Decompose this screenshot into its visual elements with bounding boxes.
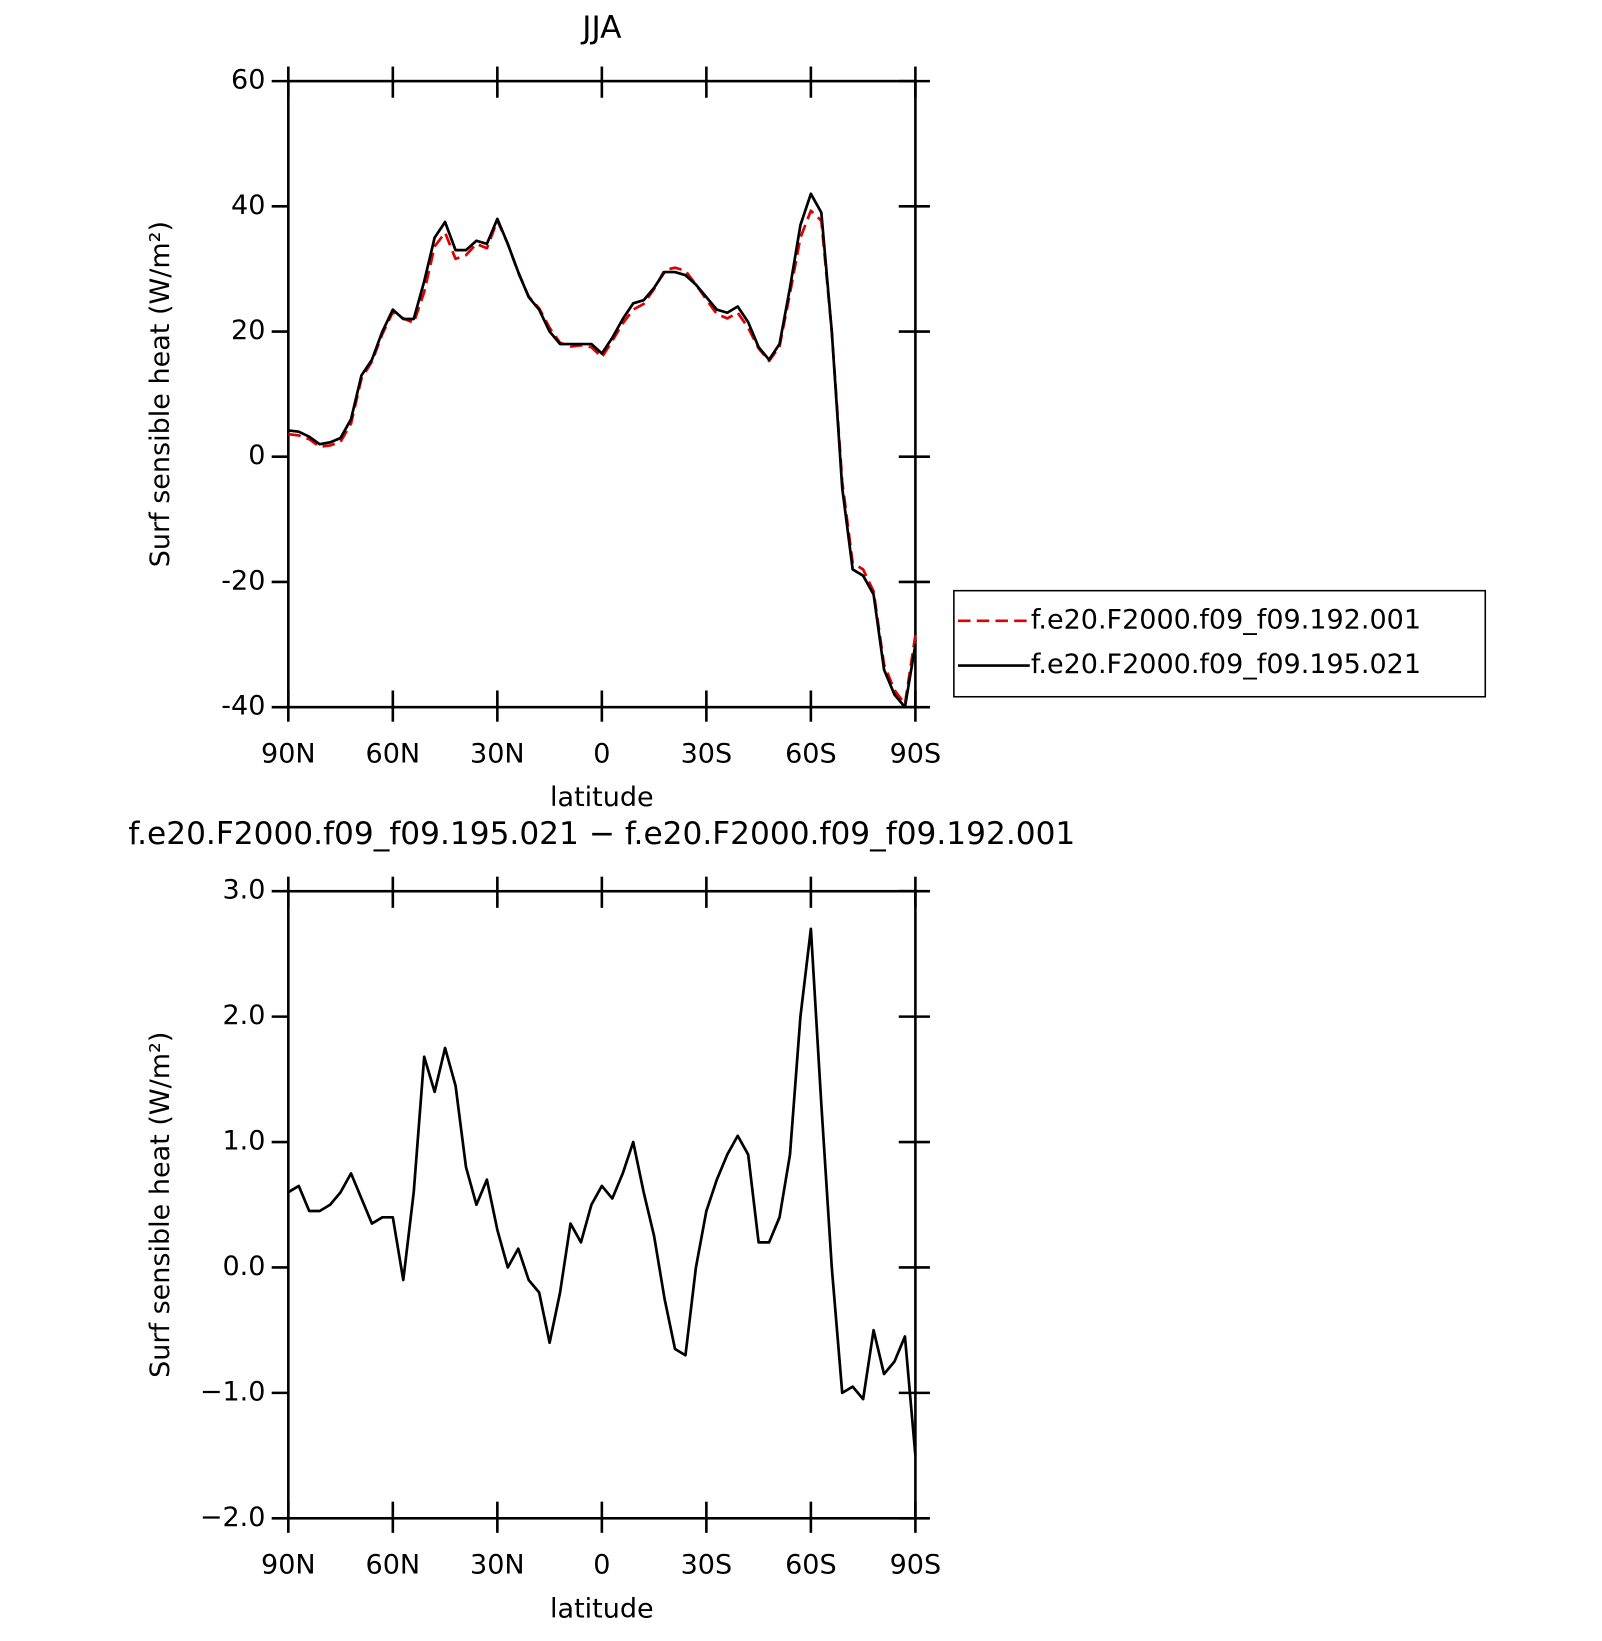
x-tick-label: 60S bbox=[785, 738, 837, 769]
y-tick-label: 1.0 bbox=[222, 1126, 265, 1157]
y-tick-label: −1.0 bbox=[200, 1376, 266, 1407]
y-axis-label: Surf sensible heat (W/m²) bbox=[145, 221, 176, 567]
plot-frame bbox=[287, 79, 917, 709]
plot-frame bbox=[287, 889, 917, 1520]
y-tick-label: -20 bbox=[221, 565, 265, 596]
x-axis-label: latitude bbox=[550, 1593, 654, 1624]
y-tick-label: -40 bbox=[221, 691, 265, 722]
y-tick-label: 0.0 bbox=[222, 1251, 265, 1282]
y-tick-label: 60 bbox=[231, 65, 265, 96]
x-tick-label: 60N bbox=[366, 1550, 421, 1581]
y-tick-label: 0 bbox=[248, 440, 265, 471]
legend-box bbox=[953, 589, 1487, 698]
legend-label: f.e20.F2000.f09_f09.195.021 bbox=[1031, 649, 1421, 680]
x-tick-label: 60N bbox=[366, 738, 421, 769]
x-tick-label: 60S bbox=[785, 1550, 837, 1581]
x-tick-label: 30N bbox=[470, 738, 525, 769]
y-tick-label: 20 bbox=[231, 315, 265, 346]
y-tick-label: 40 bbox=[231, 190, 265, 221]
x-tick-label: 30S bbox=[681, 1550, 733, 1581]
x-tick-label: 90S bbox=[890, 738, 942, 769]
x-tick-label: 0 bbox=[593, 1550, 610, 1581]
y-tick-label: 3.0 bbox=[222, 875, 265, 906]
chart-title: JJA bbox=[580, 10, 622, 46]
x-tick-label: 90S bbox=[890, 1550, 942, 1581]
x-tick-label: 30N bbox=[470, 1550, 525, 1581]
line-series bbox=[288, 209, 917, 706]
y-axis-label: Surf sensible heat (W/m²) bbox=[145, 1032, 176, 1378]
x-tick-label: 0 bbox=[593, 738, 610, 769]
chart-title: f.e20.F2000.f09_f09.195.021 − f.e20.F200… bbox=[128, 816, 1075, 852]
x-axis-label: latitude bbox=[550, 782, 654, 813]
y-tick-label: −2.0 bbox=[200, 1502, 266, 1533]
line-series bbox=[288, 192, 917, 709]
x-tick-label: 90N bbox=[261, 1550, 316, 1581]
x-tick-label: 30S bbox=[681, 738, 733, 769]
x-tick-label: 90N bbox=[261, 738, 316, 769]
legend-label: f.e20.F2000.f09_f09.192.001 bbox=[1031, 604, 1421, 635]
y-tick-label: 2.0 bbox=[222, 1000, 265, 1031]
line-series bbox=[287, 927, 917, 1456]
